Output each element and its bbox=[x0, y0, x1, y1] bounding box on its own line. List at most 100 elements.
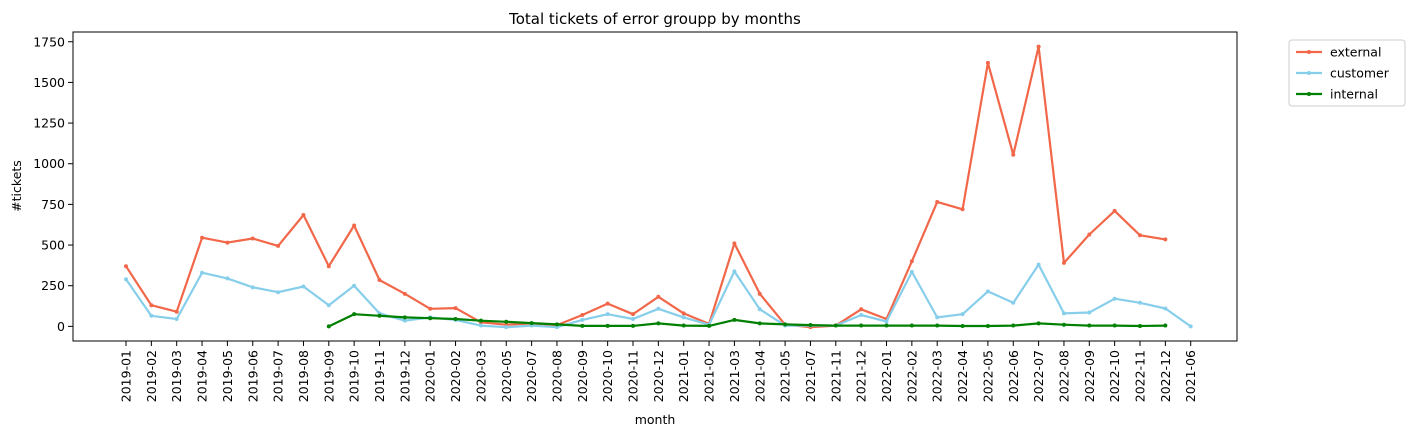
data-point-customer bbox=[174, 317, 179, 322]
data-point-customer bbox=[1188, 324, 1193, 329]
x-tick-label: 2020-03 bbox=[473, 350, 488, 402]
x-tick-label: 2019-02 bbox=[144, 350, 159, 402]
data-point-customer bbox=[276, 290, 281, 295]
x-tick-label: 2020-12 bbox=[651, 350, 666, 402]
x-tick-label: 2021-01 bbox=[676, 350, 691, 402]
data-point-customer bbox=[1138, 300, 1142, 305]
data-point-internal bbox=[985, 324, 990, 329]
x-tick-label: 2019-09 bbox=[321, 350, 336, 402]
data-point-external bbox=[174, 309, 179, 314]
data-point-external bbox=[149, 303, 154, 308]
data-point-external bbox=[1138, 233, 1142, 238]
series-line-internal bbox=[327, 313, 1167, 328]
data-point-customer bbox=[124, 277, 128, 282]
x-tick-label: 2022-08 bbox=[1056, 350, 1071, 402]
data-point-internal bbox=[884, 323, 889, 328]
data-point-external bbox=[1011, 152, 1016, 157]
data-point-external bbox=[200, 235, 205, 240]
data-point-customer bbox=[1163, 306, 1168, 311]
data-point-customer bbox=[1087, 310, 1092, 315]
x-tick-label: 2022-11 bbox=[1133, 350, 1148, 402]
data-point-internal bbox=[859, 323, 864, 328]
data-point-external bbox=[326, 264, 331, 269]
y-tick-label: 750 bbox=[41, 197, 65, 212]
data-point-external bbox=[985, 60, 990, 65]
x-tick-label: 2019-01 bbox=[119, 350, 134, 402]
data-point-internal bbox=[783, 322, 788, 327]
x-tick-label: 2021-06 bbox=[1183, 350, 1198, 402]
y-tick-label: 0 bbox=[57, 319, 65, 334]
x-axis-label: month bbox=[635, 412, 676, 427]
data-point-internal bbox=[402, 315, 407, 320]
y-tick-label: 1250 bbox=[33, 116, 65, 131]
data-point-external bbox=[352, 223, 357, 228]
x-tick-label: 2021-04 bbox=[752, 350, 767, 402]
data-point-internal bbox=[554, 322, 559, 327]
legend-label-external: external bbox=[1330, 45, 1381, 60]
data-point-customer bbox=[985, 289, 990, 294]
data-point-customer bbox=[149, 313, 154, 318]
data-point-internal bbox=[707, 323, 712, 328]
legend-label-internal: internal bbox=[1330, 87, 1378, 102]
data-point-external bbox=[605, 301, 610, 306]
x-tick-label: 2019-12 bbox=[397, 350, 412, 402]
x-tick-label: 2019-07 bbox=[271, 350, 286, 402]
data-point-internal bbox=[453, 317, 458, 322]
x-tick-label: 2019-11 bbox=[372, 350, 387, 402]
data-point-external bbox=[402, 291, 407, 296]
x-tick-label: 2019-10 bbox=[347, 350, 362, 402]
data-point-internal bbox=[681, 323, 686, 328]
x-tick-label: 2020-05 bbox=[499, 350, 514, 402]
data-point-customer bbox=[1036, 262, 1041, 267]
data-point-customer bbox=[352, 283, 357, 288]
data-point-external bbox=[732, 241, 737, 246]
data-point-customer bbox=[580, 317, 585, 322]
data-point-customer bbox=[732, 269, 737, 274]
chart-title: Total tickets of error groupp by months bbox=[508, 10, 801, 28]
data-point-internal bbox=[808, 323, 813, 328]
x-tick-label: 2020-08 bbox=[549, 350, 564, 402]
data-point-customer bbox=[200, 270, 205, 275]
data-point-external bbox=[377, 278, 382, 283]
data-point-customer bbox=[326, 303, 331, 308]
data-point-external bbox=[935, 199, 940, 204]
x-tick-label: 2022-03 bbox=[930, 350, 945, 402]
y-axis-label: #tickets bbox=[9, 160, 24, 212]
data-point-customer bbox=[225, 276, 230, 281]
data-point-external bbox=[681, 311, 686, 316]
data-point-customer bbox=[554, 325, 559, 330]
data-point-external bbox=[757, 291, 762, 296]
data-point-internal bbox=[1036, 321, 1041, 326]
data-point-external bbox=[1112, 208, 1117, 213]
data-point-internal bbox=[1011, 323, 1016, 328]
data-point-internal bbox=[1061, 322, 1066, 327]
x-tick-label: 2022-09 bbox=[1082, 350, 1097, 402]
y-tick-label: 1000 bbox=[33, 156, 65, 171]
data-point-internal bbox=[326, 324, 331, 329]
x-tick-label: 2021-12 bbox=[854, 350, 869, 402]
legend-box bbox=[1288, 39, 1406, 107]
data-point-customer bbox=[605, 312, 610, 317]
x-tick-label: 2020-07 bbox=[524, 350, 539, 402]
x-tick-label: 2021-02 bbox=[702, 350, 717, 402]
data-point-external bbox=[428, 306, 433, 311]
data-point-customer bbox=[859, 312, 864, 317]
x-tick-label: 2022-04 bbox=[955, 350, 970, 402]
data-point-external bbox=[124, 264, 128, 269]
x-tick-label: 2022-12 bbox=[1158, 350, 1173, 402]
data-point-external bbox=[859, 307, 864, 312]
data-point-external bbox=[631, 312, 635, 317]
data-point-external bbox=[1061, 260, 1066, 265]
y-tick-label: 1500 bbox=[33, 75, 65, 90]
legend: external customer internal bbox=[1288, 39, 1406, 107]
data-point-customer bbox=[757, 307, 762, 312]
x-tick-label: 2022-07 bbox=[1031, 350, 1046, 402]
legend-marker-external bbox=[1307, 50, 1311, 54]
data-point-internal bbox=[504, 319, 509, 324]
data-point-customer bbox=[909, 269, 914, 274]
data-point-customer bbox=[656, 306, 661, 311]
legend-marker-internal bbox=[1307, 92, 1311, 96]
data-point-customer bbox=[631, 317, 635, 322]
x-tick-label: 2020-02 bbox=[448, 350, 463, 402]
